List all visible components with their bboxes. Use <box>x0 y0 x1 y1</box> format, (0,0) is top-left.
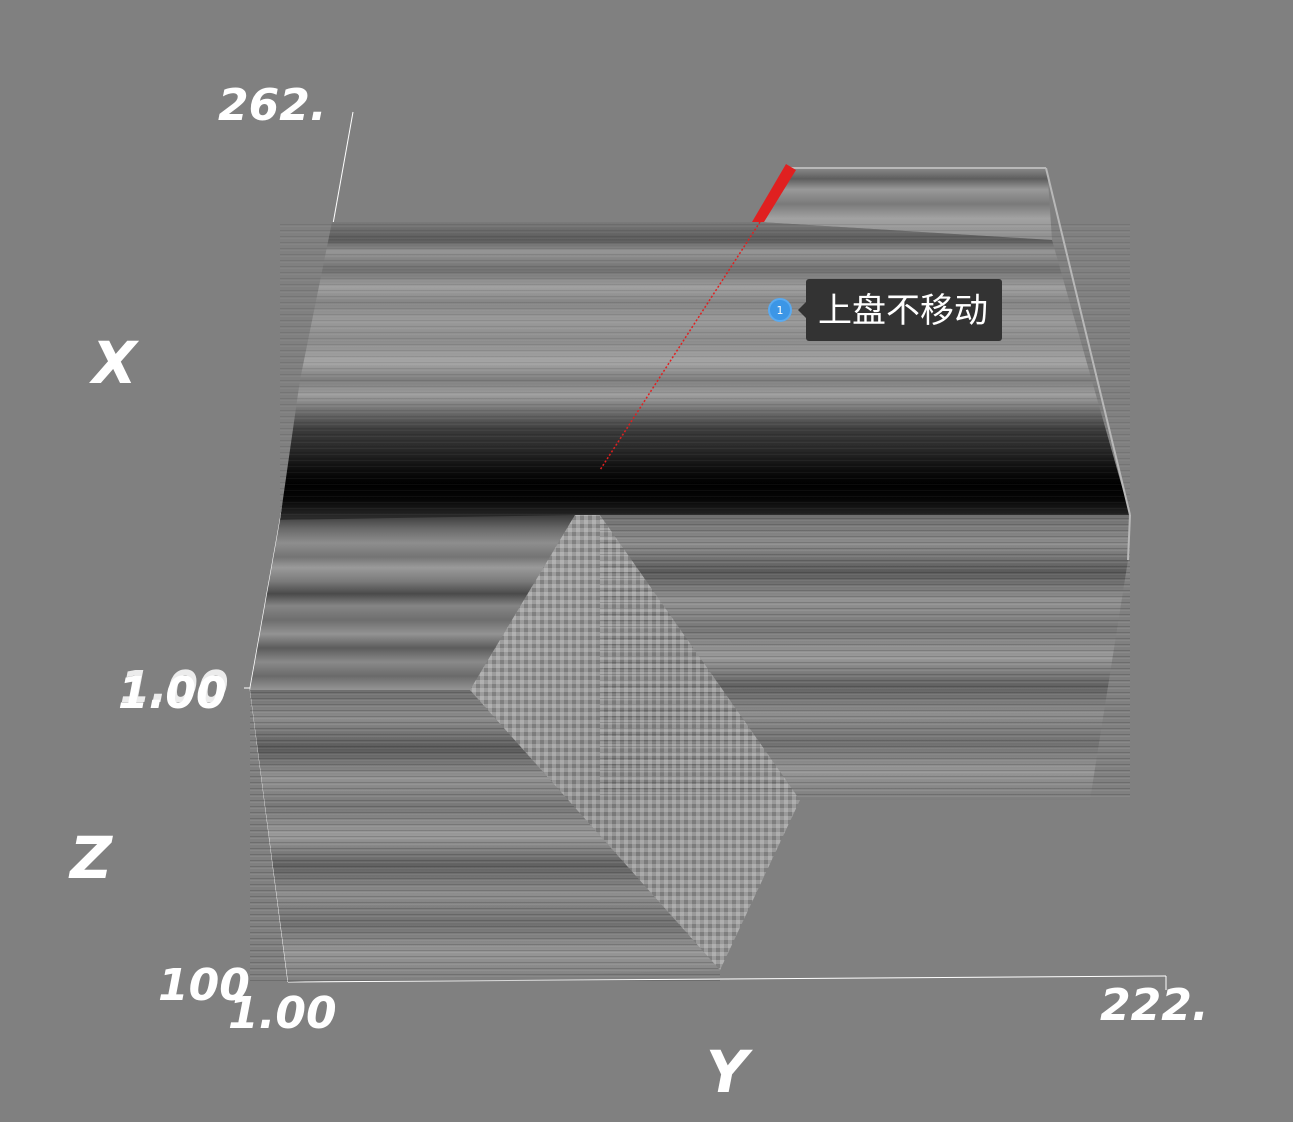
z-axis-title: Z <box>68 824 113 892</box>
annotation[interactable]: 1 上盘不移动 <box>768 279 1002 341</box>
volume-edges <box>790 167 1131 561</box>
numbered-circle-icon[interactable]: 1 <box>768 298 792 322</box>
fault-trace <box>599 164 796 471</box>
annotation-label: 上盘不移动 <box>798 279 1002 341</box>
front-face-upper-texture <box>600 515 1130 800</box>
y-axis-min-label: 1.00 <box>228 988 337 1039</box>
x-axis-min-label: 1.00 <box>118 668 227 719</box>
z-axis-max-label: 100 <box>158 960 250 1011</box>
top-slice-texture <box>280 222 1130 520</box>
x-axis-title: X <box>89 329 140 397</box>
left-face <box>250 515 575 690</box>
y-axis-max-label: 222. <box>1100 980 1209 1031</box>
y-axis-title: Y <box>706 1038 753 1106</box>
x-axis-max-label: 262. <box>218 80 327 131</box>
z-axis-min-label: 1.00 <box>120 662 229 713</box>
